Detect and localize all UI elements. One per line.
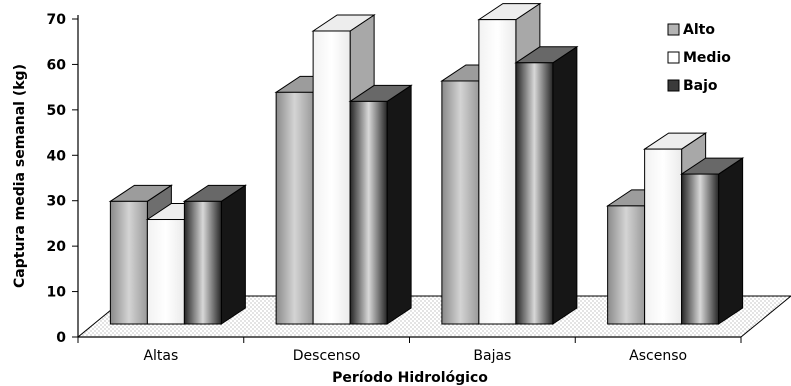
x-tick-label: Descenso [293, 348, 361, 364]
bar-medio [146, 219, 185, 325]
bar-bajo [183, 200, 222, 325]
legend-label-medio: Medio [683, 50, 731, 66]
x-axis-ticks: Altas Descenso Bajas Ascenso [77, 337, 742, 364]
y-axis-ticks: 0 10 20 30 40 50 60 70 [47, 12, 78, 346]
bar-medio [312, 30, 351, 325]
x-tick-label: Altas [143, 348, 178, 364]
bar-series-group [108, 2, 745, 325]
bar-bajo [515, 62, 554, 325]
y-tick-label: 0 [56, 330, 66, 346]
y-tick-label: 20 [47, 239, 67, 255]
bar-alto [109, 200, 148, 325]
x-axis-title: Período Hidrológico [332, 370, 488, 386]
y-axis-title: Captura media semanal (kg) [12, 64, 28, 288]
bar-alto [607, 205, 646, 325]
legend-swatch-bajo [667, 79, 680, 92]
legend-label-bajo: Bajo [683, 78, 718, 94]
legend: Alto Medio Bajo [667, 22, 731, 94]
bar-side-bajo [718, 157, 744, 325]
legend-swatch-medio [667, 51, 680, 64]
y-tick-label: 50 [47, 103, 67, 119]
y-tick-label: 40 [47, 148, 67, 164]
x-tick-label: Ascenso [629, 348, 687, 364]
bar-medio [478, 19, 517, 325]
bar-bajo [349, 100, 388, 325]
y-tick-label: 60 [47, 57, 67, 73]
x-tick-label: Bajas [473, 348, 511, 364]
bar-side-bajo [386, 84, 412, 325]
bar-side-bajo [552, 45, 578, 325]
y-tick-label: 70 [47, 12, 67, 28]
legend-label-alto: Alto [683, 22, 715, 38]
legend-swatch-alto [667, 23, 680, 36]
bar-medio [644, 148, 683, 325]
bar-side-bajo [220, 184, 246, 325]
y-tick-label: 30 [47, 194, 67, 210]
y-tick-label: 10 [47, 285, 67, 301]
bar-alto [275, 91, 314, 325]
bar-bajo [681, 173, 720, 325]
bar-alto [441, 80, 480, 325]
